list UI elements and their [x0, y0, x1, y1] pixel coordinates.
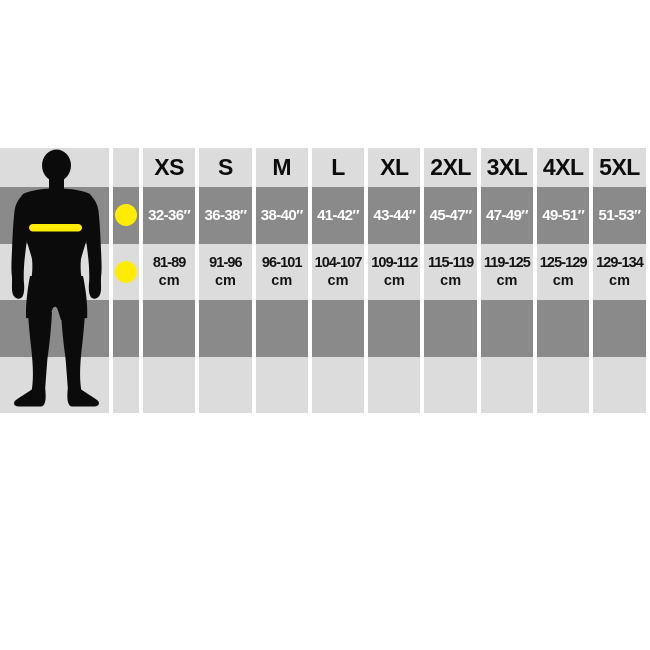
- band-cell: [0, 187, 109, 244]
- chest-cm-cell: 129-134 cm: [593, 243, 646, 300]
- band-cell: [368, 300, 421, 357]
- chest-cm-cell: 81-89 cm: [143, 243, 196, 300]
- chest-cm-cell: 115-119 cm: [424, 243, 477, 300]
- band-cell: [113, 148, 139, 187]
- size-column-l: L 41-42″ 104-107 cm: [311, 148, 365, 413]
- cm-unit-label: cm: [271, 272, 293, 289]
- chest-inches-value: 36-38″: [199, 187, 252, 244]
- chest-inches-value: 38-40″: [255, 187, 308, 244]
- size-column-xs: XS 32-36″ 81-89 cm: [143, 148, 196, 413]
- size-label: 5XL: [593, 148, 646, 187]
- size-column-4xl: 4XL 49-51″ 125-129 cm: [537, 148, 590, 413]
- band-cell: [480, 300, 534, 357]
- band-cell: [368, 356, 421, 413]
- band-cell: [113, 356, 139, 413]
- yellow-dot-icon: [115, 204, 137, 227]
- band-cell: [113, 300, 139, 357]
- chest-cm-value: 109-112: [371, 254, 418, 271]
- band-cell: [311, 356, 365, 413]
- band-cell: [0, 356, 109, 413]
- band-cell: [593, 356, 646, 413]
- chest-inches-value: 32-36″: [143, 187, 196, 244]
- size-column-s: S 36-38″ 91-96 cm: [199, 148, 252, 413]
- cm-unit-label: cm: [496, 272, 518, 289]
- cm-unit-label: cm: [609, 272, 630, 289]
- size-label: L: [311, 148, 365, 187]
- chest-inches-value: 41-42″: [311, 187, 365, 244]
- chest-cm-value: 91-96: [209, 254, 242, 271]
- size-column-m: M 38-40″ 96-101 cm: [255, 148, 308, 413]
- cm-unit-label: cm: [552, 272, 574, 289]
- chest-cm-value: 125-129: [539, 254, 588, 271]
- chest-cm-value: 115-119: [427, 254, 474, 271]
- band-cell: [0, 300, 109, 357]
- band-cell: [537, 300, 590, 357]
- size-column-3xl: 3XL 47-49″ 119-125 cm: [480, 148, 534, 413]
- band-cell: [199, 356, 252, 413]
- band-cell: [113, 243, 139, 300]
- size-label: XL: [368, 148, 421, 187]
- band-cell: [0, 243, 109, 300]
- figure-column: [0, 148, 109, 413]
- size-label: S: [199, 148, 252, 187]
- band-cell: [113, 187, 139, 244]
- band-cell: [424, 356, 477, 413]
- band-cell: [143, 300, 196, 357]
- chest-cm-cell: 109-112 cm: [368, 243, 421, 300]
- size-label: 3XL: [480, 148, 534, 187]
- chest-inches-value: 45-47″: [424, 187, 477, 244]
- chest-cm-cell: 119-125 cm: [480, 243, 534, 300]
- band-cell: [255, 356, 308, 413]
- chest-cm-value: 81-89: [152, 254, 186, 271]
- size-column-2xl: 2XL 45-47″ 115-119 cm: [424, 148, 477, 413]
- band-cell: [593, 300, 646, 357]
- chest-cm-cell: 104-107 cm: [311, 243, 365, 300]
- chest-inches-value: 51-53″: [593, 187, 646, 244]
- chest-cm-cell: 91-96 cm: [199, 243, 252, 300]
- chest-inches-value: 47-49″: [480, 187, 534, 244]
- chest-cm-value: 119-125: [483, 254, 531, 271]
- size-column-xl: XL 43-44″ 109-112 cm: [368, 148, 421, 413]
- cm-unit-label: cm: [158, 272, 180, 289]
- size-chart-table: XS 32-36″ 81-89 cm S 36-38″ 91-96 cm M 3…: [0, 148, 646, 413]
- chest-cm-cell: 96-101 cm: [255, 243, 308, 300]
- cm-unit-label: cm: [383, 272, 405, 289]
- band-cell: [537, 356, 590, 413]
- band-cell: [199, 300, 252, 357]
- measure-dot-column: [113, 148, 139, 413]
- chest-inches-value: 49-51″: [537, 187, 590, 244]
- band-cell: [480, 356, 534, 413]
- yellow-dot-icon: [115, 260, 137, 283]
- band-cell: [143, 356, 196, 413]
- size-column-5xl: 5XL 51-53″ 129-134 cm: [593, 148, 646, 413]
- size-label: XS: [143, 148, 196, 187]
- size-label: 2XL: [424, 148, 477, 187]
- size-label: 4XL: [537, 148, 590, 187]
- chest-cm-value: 129-134: [596, 254, 644, 271]
- band-cell: [311, 300, 365, 357]
- band-cell: [424, 300, 477, 357]
- cm-unit-label: cm: [440, 272, 462, 289]
- cm-unit-label: cm: [214, 272, 236, 289]
- chest-cm-cell: 125-129 cm: [537, 243, 590, 300]
- cm-unit-label: cm: [327, 272, 349, 289]
- chest-cm-value: 104-107: [314, 254, 363, 271]
- band-cell: [0, 148, 109, 187]
- band-cell: [255, 300, 308, 357]
- chest-inches-value: 43-44″: [368, 187, 421, 244]
- chest-cm-value: 96-101: [261, 254, 303, 271]
- size-label: M: [255, 148, 308, 187]
